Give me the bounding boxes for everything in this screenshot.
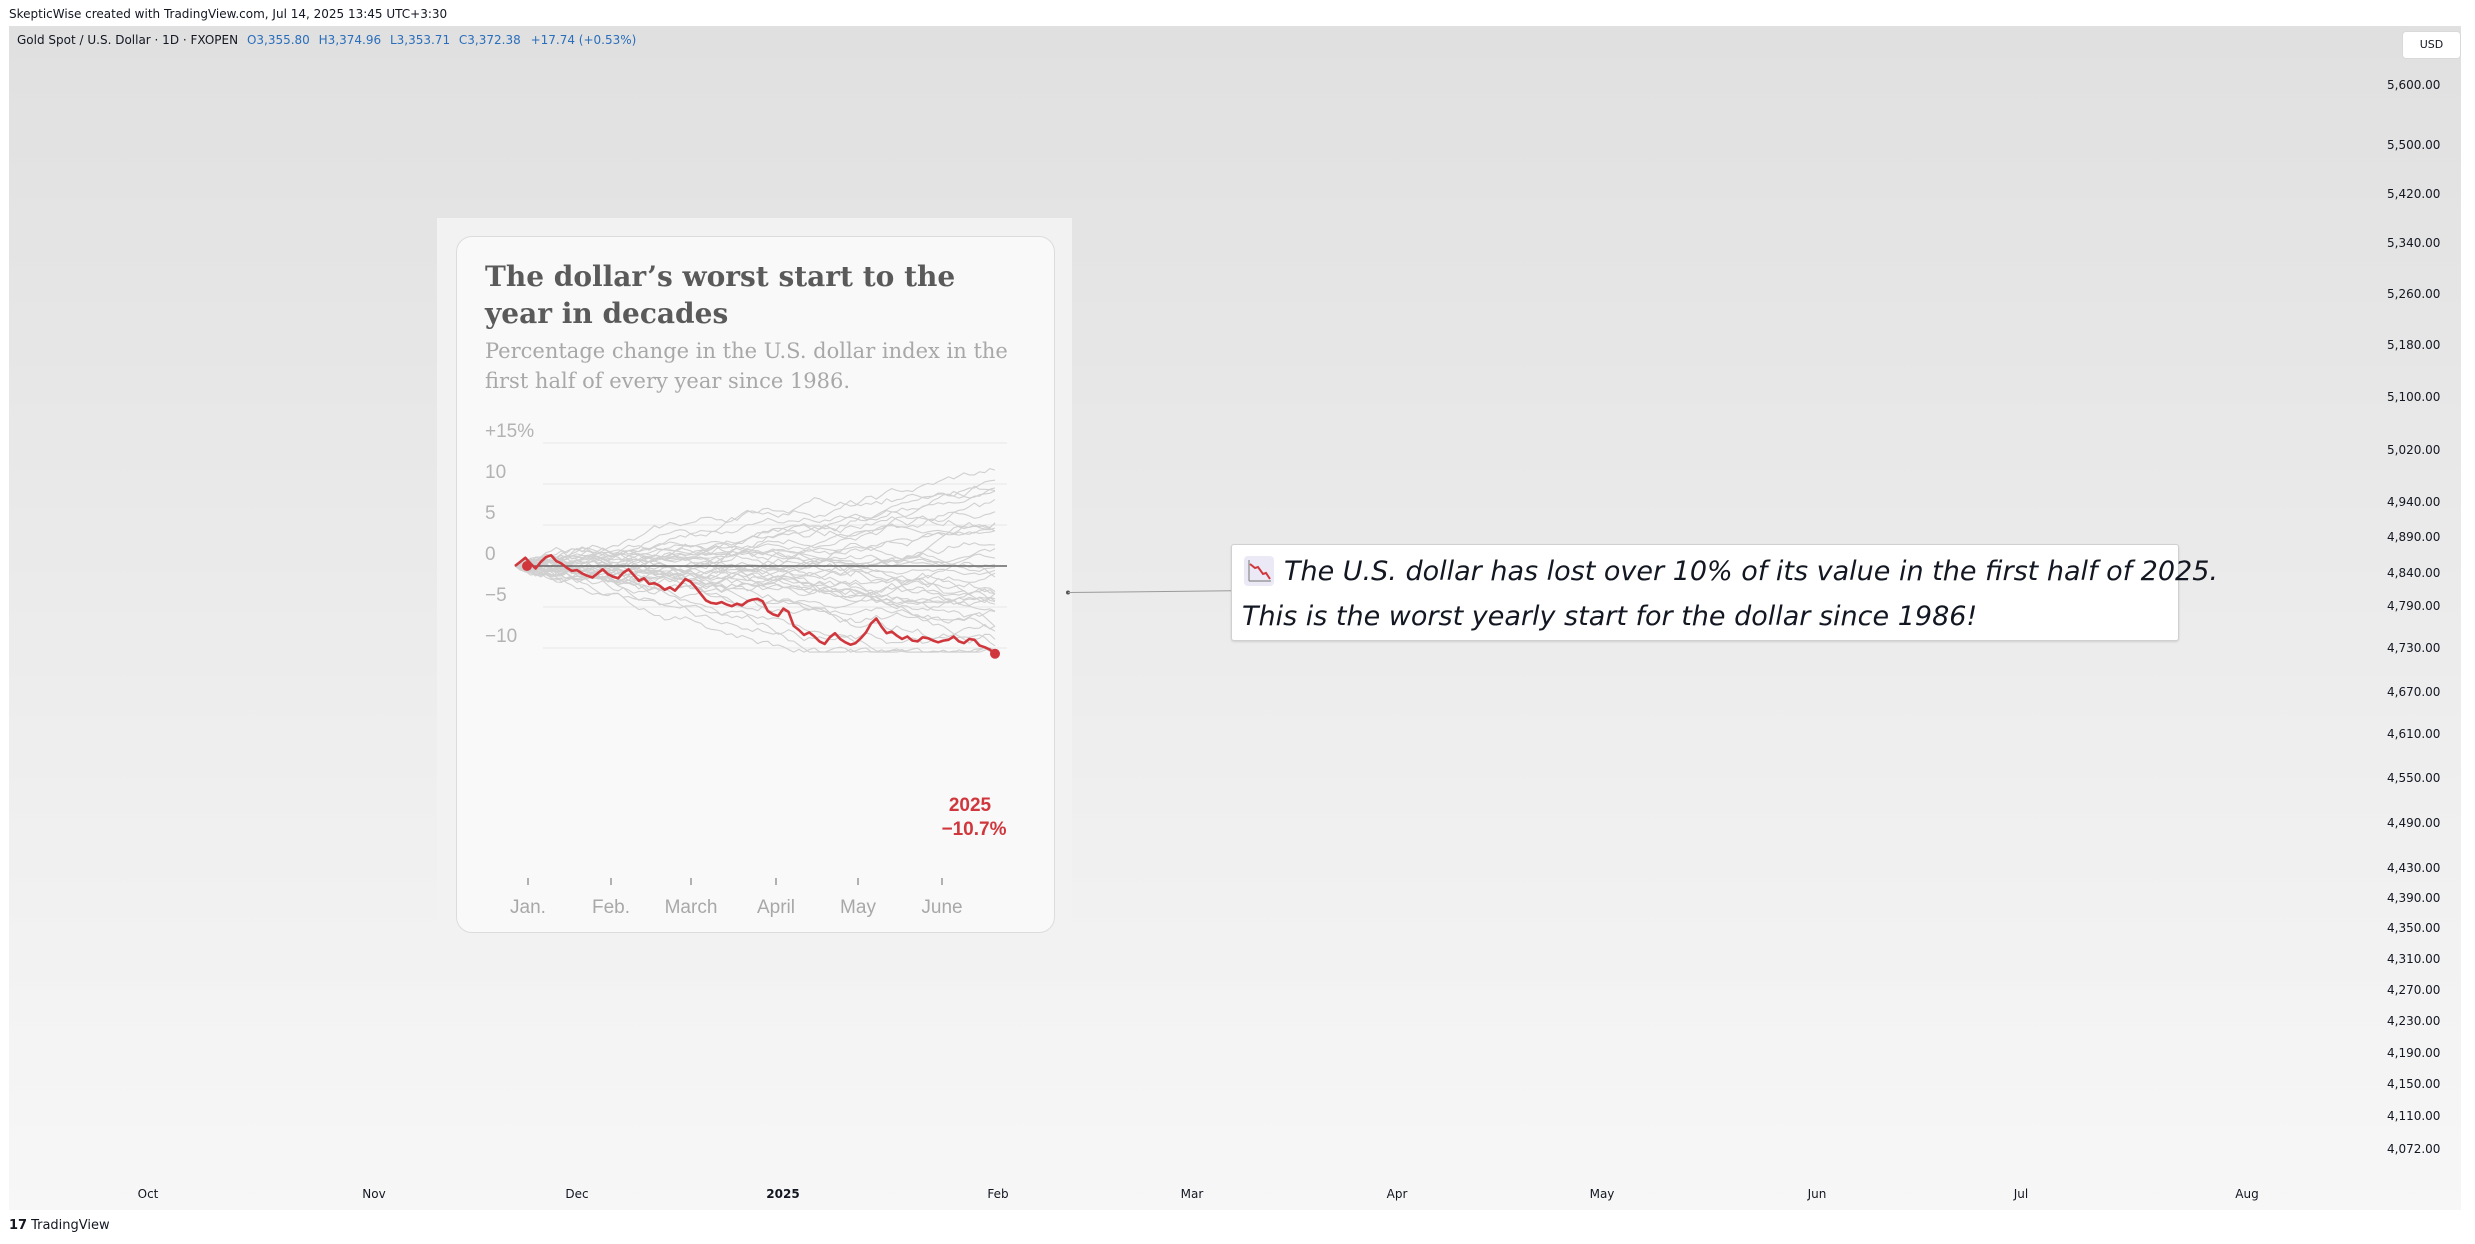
y-tick-label: 5 [485, 503, 496, 524]
price-axis-label: 4,310.00 [2387, 952, 2441, 966]
price-axis-label: 5,260.00 [2387, 287, 2441, 301]
background-year-series [514, 467, 996, 567]
background-year-series [515, 498, 996, 574]
background-year-series [514, 479, 996, 567]
background-year-series [514, 490, 996, 567]
highlight-start-dot [522, 561, 532, 571]
price-axis-label: 4,430.00 [2387, 861, 2441, 875]
price-axis-label: 5,180.00 [2387, 338, 2441, 352]
highlight-end-dot [990, 648, 1000, 659]
price-axis-label: 4,190.00 [2387, 1046, 2441, 1060]
x-tick-label: Feb. [592, 897, 630, 918]
annotation-connector-line [1066, 590, 1233, 595]
dollar-index-line-chart: +15% 10 5 0 −5 −10 Jan. Feb. March April May June 20… [485, 421, 1007, 918]
background-year-series [514, 487, 996, 569]
highlight-final-value-label: −10.7% [942, 819, 1007, 840]
price-axis-label: 4,110.00 [2387, 1109, 2441, 1123]
y-tick-label: −10 [485, 626, 517, 647]
attribution-text: SkepticWise created with TradingView.com… [9, 7, 448, 21]
x-tick-label: June [921, 897, 962, 918]
tradingview-logo-text: TradingView [31, 1218, 110, 1233]
background-year-series [514, 562, 996, 584]
background-year-series [514, 565, 996, 653]
highlight-series-name: 2025 [949, 795, 992, 816]
time-axis-label: Dec [565, 1187, 589, 1201]
time-axis-label: 2025 [766, 1187, 800, 1201]
currency-button[interactable]: USD [2402, 31, 2461, 59]
price-axis-label: 4,150.00 [2387, 1077, 2441, 1091]
y-tick-label: 0 [485, 544, 496, 565]
time-axis-label: May [1589, 1187, 1615, 1201]
background-year-series [514, 548, 996, 574]
embedded-chart-title: The dollar’s worst start to the year in … [485, 260, 956, 330]
price-axis-label: 4,072.00 [2387, 1142, 2441, 1156]
time-axis-label: Jun [1807, 1187, 1827, 1201]
price-axis-label: 4,940.00 [2387, 495, 2441, 509]
time-axis-label: Feb [987, 1187, 1009, 1201]
price-axis-label: 4,890.00 [2387, 530, 2441, 544]
time-axis-label: Apr [1386, 1187, 1408, 1201]
symbol-name[interactable]: Gold Spot / U.S. Dollar · 1D · FXOPEN [17, 33, 239, 47]
time-axis-label: Nov [362, 1187, 386, 1201]
symbol-legend[interactable]: Gold Spot / U.S. Dollar · 1D · FXOPEN O3… [17, 33, 636, 47]
price-axis-label: 5,500.00 [2387, 138, 2441, 152]
price-axis-label: 4,270.00 [2387, 983, 2441, 997]
price-axis-label: 5,600.00 [2387, 78, 2441, 92]
price-axis-label: 5,020.00 [2387, 443, 2441, 457]
highlight-2025-series [514, 554, 996, 655]
time-axis-label: Oct [137, 1187, 159, 1201]
background-year-series [514, 562, 996, 597]
background-year-series [514, 485, 996, 572]
tradingview-logo[interactable]: 17 TradingView [9, 1218, 110, 1233]
change-value: +17.74 (+0.53%) [530, 33, 637, 47]
price-axis-label: 4,230.00 [2387, 1014, 2441, 1028]
low-value: L3,353.71 [389, 33, 451, 47]
time-axis-label: Aug [2235, 1187, 2259, 1201]
close-value: C3,372.38 [458, 33, 521, 47]
background-year-series [514, 550, 996, 567]
price-axis-label: 4,350.00 [2387, 921, 2441, 935]
y-tick-label: −5 [485, 585, 507, 606]
annotation-line-1: The U.S. dollar has lost over 10% of its… [1284, 555, 2218, 587]
background-year-series [514, 530, 996, 567]
time-axis-label: Mar [1180, 1187, 1204, 1201]
time-axis-label: Jul [2013, 1187, 2029, 1201]
price-axis-label: 4,550.00 [2387, 771, 2441, 785]
price-axis-label: 4,670.00 [2387, 685, 2441, 699]
price-axis-label: 4,730.00 [2387, 641, 2441, 655]
price-axis-label: 4,790.00 [2387, 599, 2441, 613]
x-tick-label: April [757, 897, 795, 918]
y-tick-label: 10 [485, 462, 506, 483]
annotation-callout[interactable]: The U.S. dollar has lost over 10% of its… [1231, 544, 2218, 641]
background-year-series [514, 558, 996, 603]
tradingview-mark-icon: 17 [9, 1218, 28, 1233]
price-axis-label: 4,490.00 [2387, 816, 2441, 830]
high-value: H3,374.96 [318, 33, 382, 47]
chart-decreasing-icon [1244, 556, 1274, 586]
price-axis-label: 5,100.00 [2387, 390, 2441, 404]
price-axis-label: 5,420.00 [2387, 187, 2441, 201]
background-year-series [515, 565, 996, 647]
embedded-chart-subtitle: Percentage change in the U.S. dollar ind… [485, 339, 1008, 393]
x-tick-label: May [840, 897, 876, 918]
x-tick-label: March [665, 897, 718, 918]
price-axis-label: 4,390.00 [2387, 891, 2441, 905]
annotation-line-2: This is the worst yearly start for the d… [1242, 601, 1978, 632]
background-year-series [514, 548, 996, 576]
price-axis-label: 4,840.00 [2387, 566, 2441, 580]
y-tick-label: +15% [485, 421, 534, 442]
price-axis-label: 5,340.00 [2387, 236, 2441, 250]
open-value: O3,355.80 [246, 33, 310, 47]
price-axis-label: 4,610.00 [2387, 727, 2441, 741]
x-tick-label: Jan. [510, 897, 546, 918]
